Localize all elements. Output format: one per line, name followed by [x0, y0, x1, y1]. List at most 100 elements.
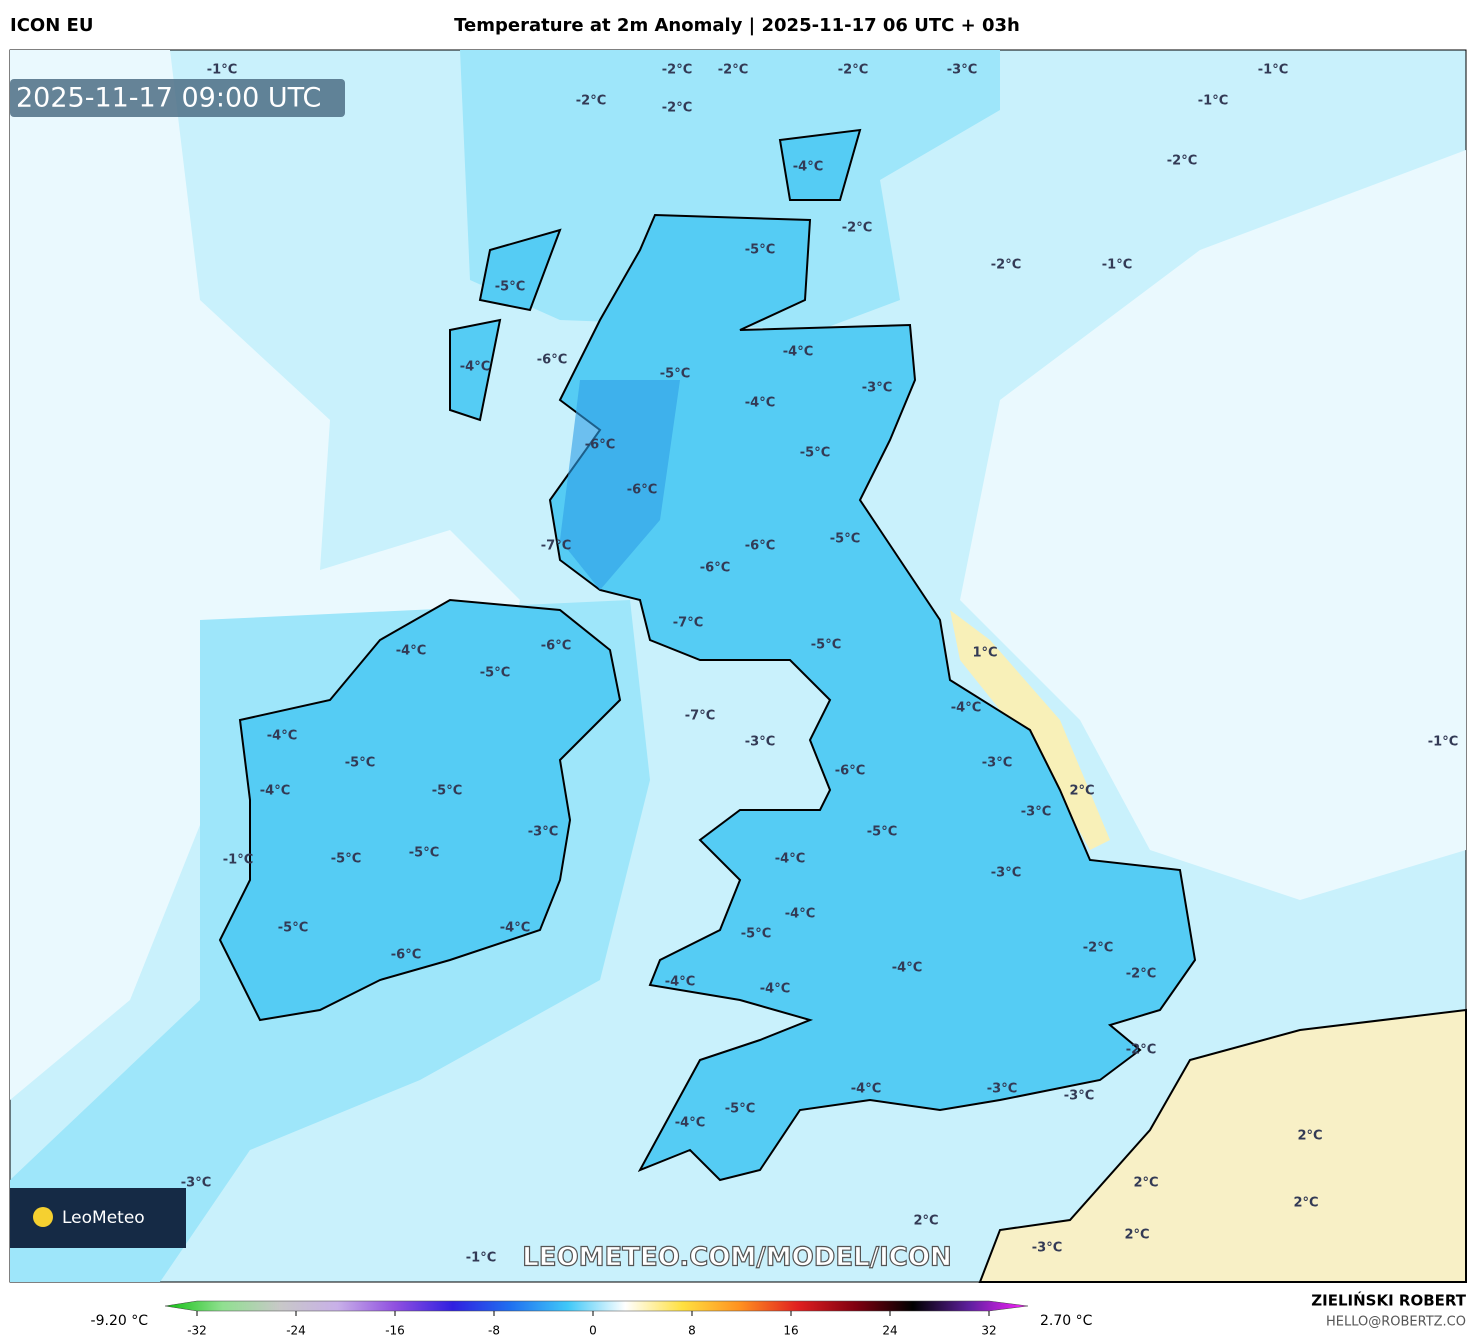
contour-label: -3°C: [745, 735, 775, 750]
contour-label: -1°C: [1102, 258, 1132, 273]
contour-label: -3°C: [528, 825, 558, 840]
contour-label: -4°C: [851, 1082, 881, 1097]
contour-label: -2°C: [991, 258, 1021, 273]
map-title: Temperature at 2m Anomaly | 2025-11-17 0…: [454, 15, 1020, 36]
contour-label: -2°C: [1167, 154, 1197, 169]
contour-label: -2°C: [662, 63, 692, 78]
colorbar-tick-label: -32: [187, 1324, 207, 1338]
contour-label: -5°C: [867, 825, 897, 840]
contour-label: -2°C: [838, 63, 868, 78]
contour-label: -3°C: [987, 1082, 1017, 1097]
contour-label: -5°C: [745, 243, 775, 258]
contour-label: -1°C: [466, 1251, 496, 1266]
timestamp: 2025-11-17 09:00 UTC: [16, 83, 321, 114]
colorbar-bar: [164, 1300, 1029, 1312]
contour-label: -5°C: [660, 367, 690, 382]
contour-label: -3°C: [947, 63, 977, 78]
contour-label: -4°C: [892, 961, 922, 976]
contour-label: 1°C: [972, 646, 997, 661]
model-name: ICON EU: [10, 15, 93, 36]
pale-sea: [10, 50, 520, 1100]
contour-label: -4°C: [665, 975, 695, 990]
contour-label: -3°C: [1032, 1241, 1062, 1256]
email: HELLO@ROBERTZ.CO: [1326, 1315, 1466, 1330]
contour-label: -5°C: [495, 280, 525, 295]
contour-label: -2°C: [718, 63, 748, 78]
contour-label: 2°C: [1297, 1129, 1322, 1144]
contour-label: -6°C: [835, 764, 865, 779]
cold-core: [560, 380, 680, 590]
colorbar-tick-label: -8: [488, 1324, 500, 1338]
contour-label: -2°C: [842, 221, 872, 236]
contour-label: 2°C: [1133, 1176, 1158, 1191]
watermark: LEOMETEO.COM/MODEL/ICON: [522, 1243, 952, 1273]
contour-label: -1°C: [223, 853, 253, 868]
contour-label: -5°C: [480, 666, 510, 681]
contour-label: -4°C: [793, 160, 823, 175]
contour-label: -5°C: [278, 921, 308, 936]
contour-label: -4°C: [460, 360, 490, 375]
colorbar-tick-label: 24: [882, 1324, 897, 1338]
contour-label: -2°C: [1083, 941, 1113, 956]
contour-label: -5°C: [741, 927, 771, 942]
logo-text: LeoMeteo: [62, 1208, 145, 1228]
contour-label: 2°C: [1293, 1196, 1318, 1211]
map-area: [9, 49, 1467, 1283]
timestamp-box: [10, 79, 345, 117]
contour-label: -6°C: [745, 539, 775, 554]
contour-label: -6°C: [585, 438, 615, 453]
contour-label: -2°C: [1126, 1043, 1156, 1058]
colorbar: -9.20 °C 2.70 °C -32 -24 -16 -8 0 8 16 24 32: [91, 1300, 1093, 1338]
contour-label: -5°C: [331, 852, 361, 867]
contour-label: -2°C: [576, 94, 606, 109]
pale-sea: [960, 150, 1466, 900]
contour-label: -4°C: [260, 784, 290, 799]
contour-label: -4°C: [267, 729, 297, 744]
islands: [449, 228, 562, 422]
logo-sun: [33, 1207, 53, 1227]
contour-label: -7°C: [541, 539, 571, 554]
colorbar-tick-label: 16: [783, 1324, 798, 1338]
cold-sea: [460, 50, 1000, 330]
contour-label: -6°C: [700, 561, 730, 576]
colorbar-min: -9.20 °C: [91, 1313, 149, 1329]
great-britain: [548, 213, 1197, 1182]
contour-label: 2°C: [1069, 784, 1094, 799]
contour-label: -4°C: [951, 701, 981, 716]
contour-label: -6°C: [541, 639, 571, 654]
contour-label: -3°C: [181, 1176, 211, 1191]
contour-label: -5°C: [811, 638, 841, 653]
colorbar-tick-label: -16: [385, 1324, 405, 1338]
contour-label: -4°C: [745, 396, 775, 411]
contour-label: -4°C: [396, 644, 426, 659]
contour-label: -3°C: [1021, 805, 1051, 820]
contour-label: -3°C: [991, 866, 1021, 881]
contour-label: -4°C: [760, 982, 790, 997]
contour-label: -6°C: [537, 353, 567, 368]
contour-label: -5°C: [725, 1102, 755, 1117]
contour-label: -3°C: [862, 381, 892, 396]
islands: [778, 128, 862, 201]
colorbar-tick-label: -24: [286, 1324, 306, 1338]
contour-label: -2°C: [662, 101, 692, 116]
contour-label: 2°C: [1124, 1228, 1149, 1243]
contour-label: -5°C: [830, 532, 860, 547]
colorbar-tick-label: 32: [981, 1324, 996, 1338]
contour-label: -5°C: [345, 756, 375, 771]
ireland: [218, 598, 622, 1022]
contour-label: -6°C: [391, 948, 421, 963]
colorbar-tick-label: 8: [688, 1324, 696, 1338]
colorbar-max: 2.70 °C: [1040, 1313, 1093, 1329]
contour-label: -2°C: [1126, 967, 1156, 982]
contour-label: -4°C: [775, 852, 805, 867]
contour-label: -5°C: [800, 446, 830, 461]
contour-label: -5°C: [409, 846, 439, 861]
contour-label: -7°C: [685, 709, 715, 724]
contour-label: -1°C: [1428, 735, 1458, 750]
contour-label: 2°C: [913, 1214, 938, 1229]
contour-label: -4°C: [785, 907, 815, 922]
contour-label: -4°C: [500, 921, 530, 936]
contour-label: -1°C: [207, 63, 237, 78]
continent: [978, 1008, 1467, 1283]
